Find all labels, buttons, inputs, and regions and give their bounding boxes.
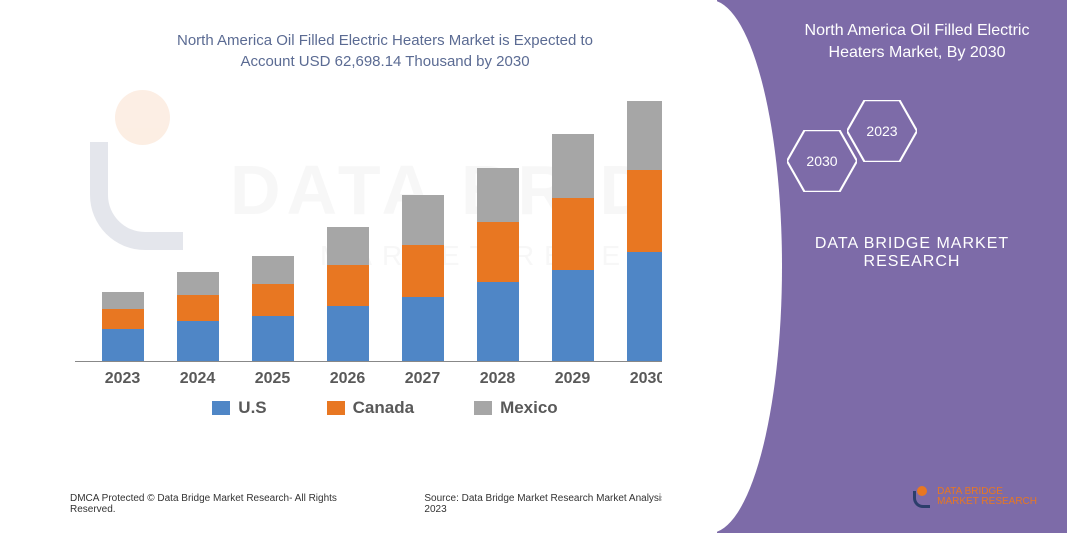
bar-segment [477,168,519,223]
bar-stack [402,195,444,361]
x-axis-label: 2023 [93,370,153,388]
chart-legend: U.S Canada Mexico [75,398,695,418]
bar-segment [252,284,294,317]
bar-stack [327,227,369,361]
bar-stack [477,168,519,361]
bar-group [543,134,603,361]
bar-group [93,292,153,361]
bar-group [468,168,528,361]
x-axis-label: 2028 [468,370,528,388]
chart-title-line2: Account USD 62,698.14 Thousand by 2030 [240,53,529,70]
bar-segment [552,270,594,361]
legend-label: Canada [353,398,414,418]
legend-item: U.S [212,398,266,418]
bar-segment [102,292,144,310]
bar-segment [177,321,219,361]
hexagon-group: 2030 2023 [787,100,947,210]
bar-segment [177,295,219,322]
logo-mark-icon [913,486,931,508]
hex1-label: 2030 [806,153,837,169]
right-panel: North America Oil Filled Electric Heater… [717,0,1067,533]
chart-title: North America Oil Filled Electric Heater… [70,30,700,72]
brand-text: DATA BRIDGE MARKET RESEARCH [787,235,1037,271]
bar-stack [102,292,144,361]
legend-label: Mexico [500,398,558,418]
main-container: DATA BRIDGE MARKET RESEARCH North Americ… [0,0,1067,533]
legend-swatch-icon [212,401,230,415]
bar-segment [102,309,144,329]
bar-segment [477,282,519,361]
bar-stack [252,256,294,361]
right-curve-shape [662,0,782,533]
footer: DMCA Protected © Data Bridge Market Rese… [70,493,700,515]
legend-item: Canada [327,398,414,418]
legend-item: Mexico [474,398,558,418]
x-axis-label: 2027 [393,370,453,388]
bar-group [393,195,453,361]
bar-group [168,272,228,361]
footer-source: Source: Data Bridge Market Research Mark… [424,493,700,515]
chart-area: 20232024202520262027202820292030 U.SCana… [75,102,695,402]
bar-segment [327,265,369,307]
bar-segment [552,198,594,269]
bar-segment [252,316,294,361]
bar-segment [402,297,444,362]
right-title-line2: Heaters Market, By 2030 [829,44,1006,61]
bar-segment [177,272,219,295]
x-axis-label: 2026 [318,370,378,388]
bar-segment [252,256,294,284]
bar-segment [327,306,369,361]
x-axis-label: 2025 [243,370,303,388]
legend-swatch-icon [327,401,345,415]
bar-segment [477,222,519,282]
bar-stack [177,272,219,361]
logo-text: DATA BRIDGE MARKET RESEARCH [937,487,1037,507]
brand-line1: DATA BRIDGE MARKET [815,235,1009,252]
brand-line2: RESEARCH [864,253,961,270]
footer-copyright: DMCA Protected © Data Bridge Market Rese… [70,493,364,515]
hex2-label: 2023 [866,123,897,139]
bar-segment [102,329,144,361]
hexagon-2023: 2023 [847,100,917,162]
right-title-line1: North America Oil Filled Electric [805,22,1030,39]
bar-segment [327,227,369,265]
bar-segment [402,195,444,245]
legend-label: U.S [238,398,266,418]
bar-segment [402,245,444,297]
bar-segment [552,134,594,199]
left-panel: North America Oil Filled Electric Heater… [0,0,740,533]
logo: DATA BRIDGE MARKET RESEARCH [913,486,1037,508]
x-axis-label: 2024 [168,370,228,388]
x-axis-label: 2029 [543,370,603,388]
logo-text-line2: MARKET RESEARCH [937,497,1037,507]
bar-group [243,256,303,361]
bar-group [318,227,378,361]
chart-title-line1: North America Oil Filled Electric Heater… [177,32,593,49]
legend-swatch-icon [474,401,492,415]
bars-container [75,102,695,362]
right-title: North America Oil Filled Electric Heater… [787,20,1047,65]
bar-stack [552,134,594,361]
x-axis-labels: 20232024202520262027202820292030 [75,362,695,388]
